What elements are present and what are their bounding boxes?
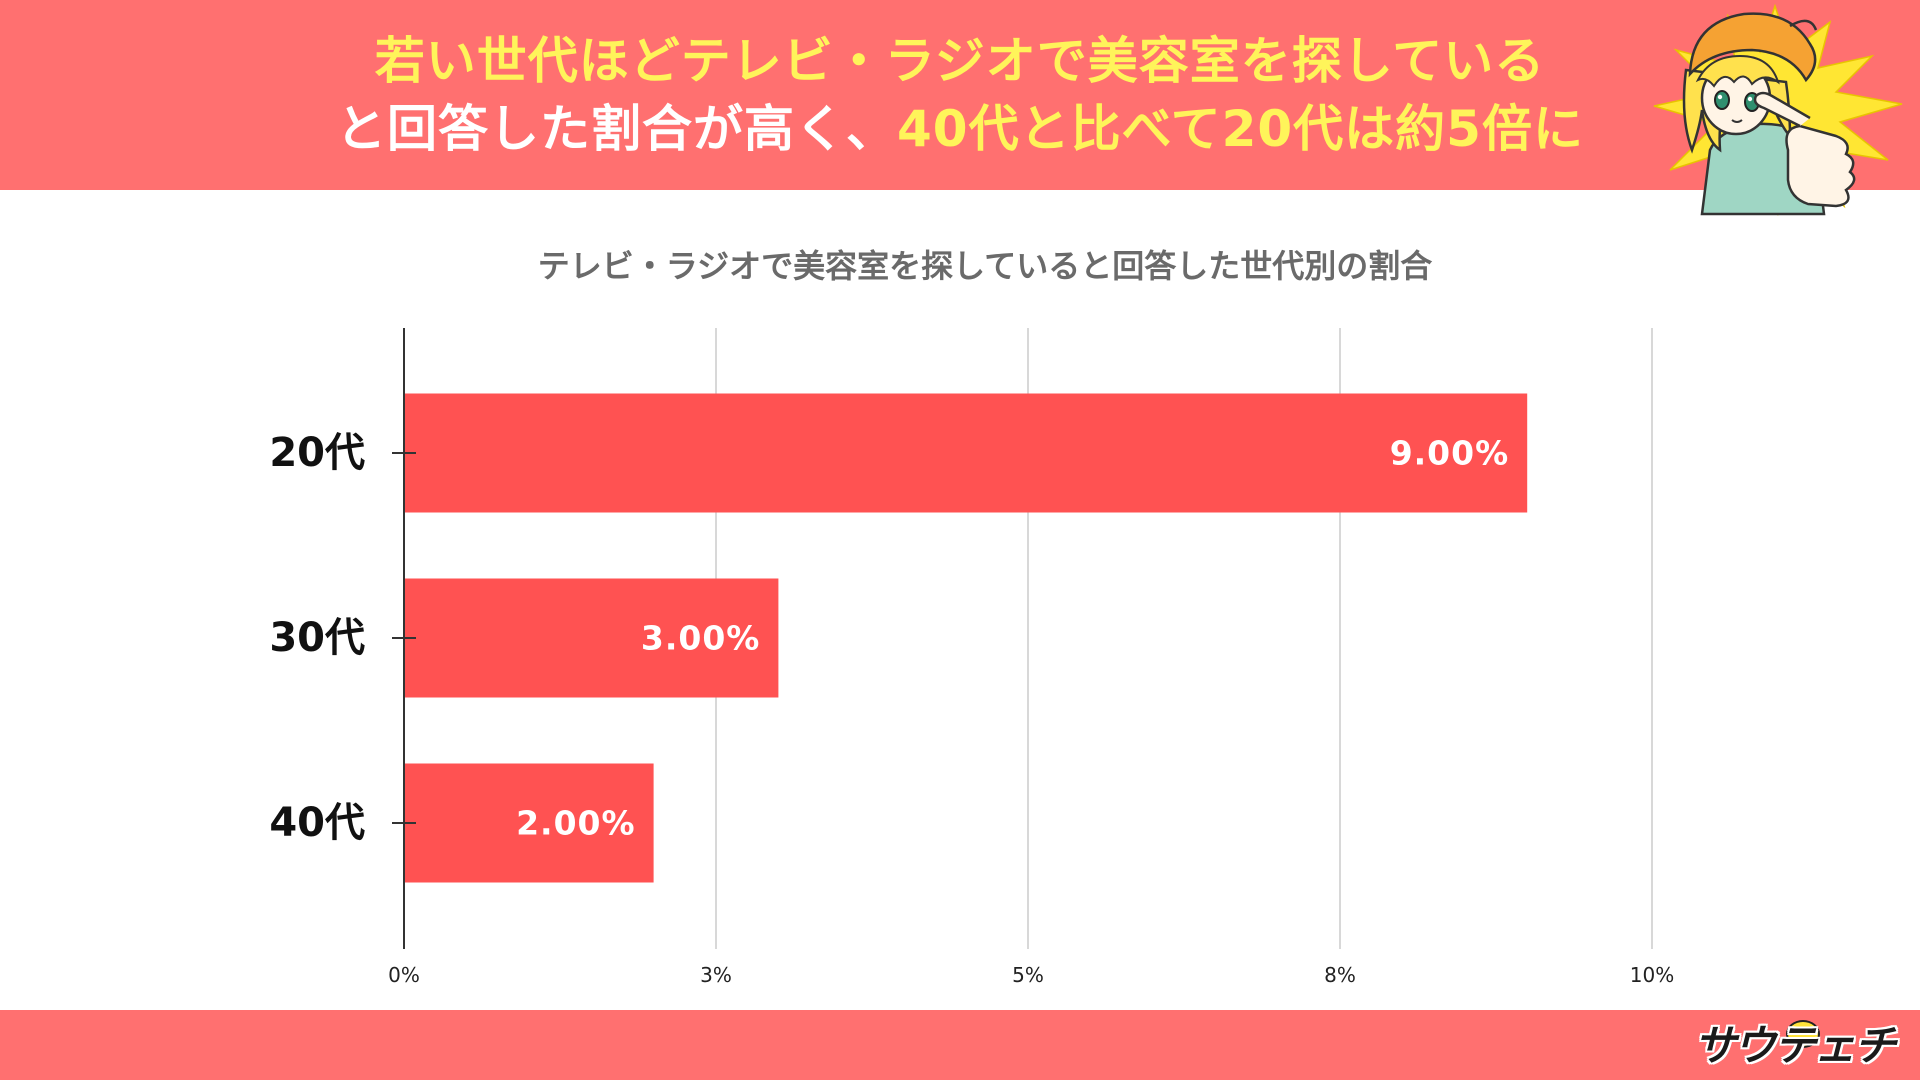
chart-title: テレビ・ラジオで美容室を探していると回答した世代別の割合 [537, 247, 1433, 285]
brand-logo-text: サウテェチ [1693, 1021, 1896, 1070]
y-category-label: 30代 [269, 615, 365, 661]
bar [405, 763, 654, 883]
headline-line-2-yellow: 40代と比べて20代は約5倍に [897, 100, 1584, 158]
bar-value-label: 2.00% [516, 804, 636, 843]
footer-banner: サウテェチ [0, 1010, 1920, 1080]
x-tick-label: 0% [388, 963, 420, 987]
mascot-eye-highlight [1717, 94, 1723, 100]
pointing-girl-mascot-illustration [1653, 3, 1903, 216]
headline-line-2: と回答した割合が高く、40代と比べて20代は約5倍に [160, 99, 1760, 159]
headline-line-2-white: と回答した割合が高く、 [336, 100, 898, 158]
mascot-hood [1688, 12, 1817, 83]
bar-value-label: 3.00% [641, 619, 761, 658]
mascot-bangs [1695, 54, 1780, 88]
pointing-hand-icon [1785, 124, 1856, 208]
mascot-eye-highlight [1747, 96, 1753, 102]
bar [405, 578, 779, 698]
header-banner: 若い世代ほどテレビ・ラジオで美容室を探している と回答した割合が高く、40代と比… [0, 0, 1920, 190]
y-category-label: 20代 [269, 430, 365, 476]
mascot-mouth [1731, 119, 1743, 123]
x-tick-label: 3% [700, 963, 732, 987]
bar [405, 393, 1528, 513]
logo-yellow-badge [1785, 1020, 1820, 1048]
brand-logo: サウテェチ [1693, 1018, 1896, 1074]
x-tick-label: 10% [1630, 963, 1674, 987]
y-category-label: 40代 [269, 800, 365, 846]
x-tick-label: 8% [1324, 963, 1356, 987]
x-tick-label: 5% [1012, 963, 1044, 987]
pointing-finger [1753, 91, 1811, 128]
bar-value-label: 9.00% [1390, 434, 1510, 473]
mascot-hood-ear [1789, 19, 1818, 31]
headline-line-1: 若い世代ほどテレビ・ラジオで美容室を探している [374, 32, 1546, 90]
